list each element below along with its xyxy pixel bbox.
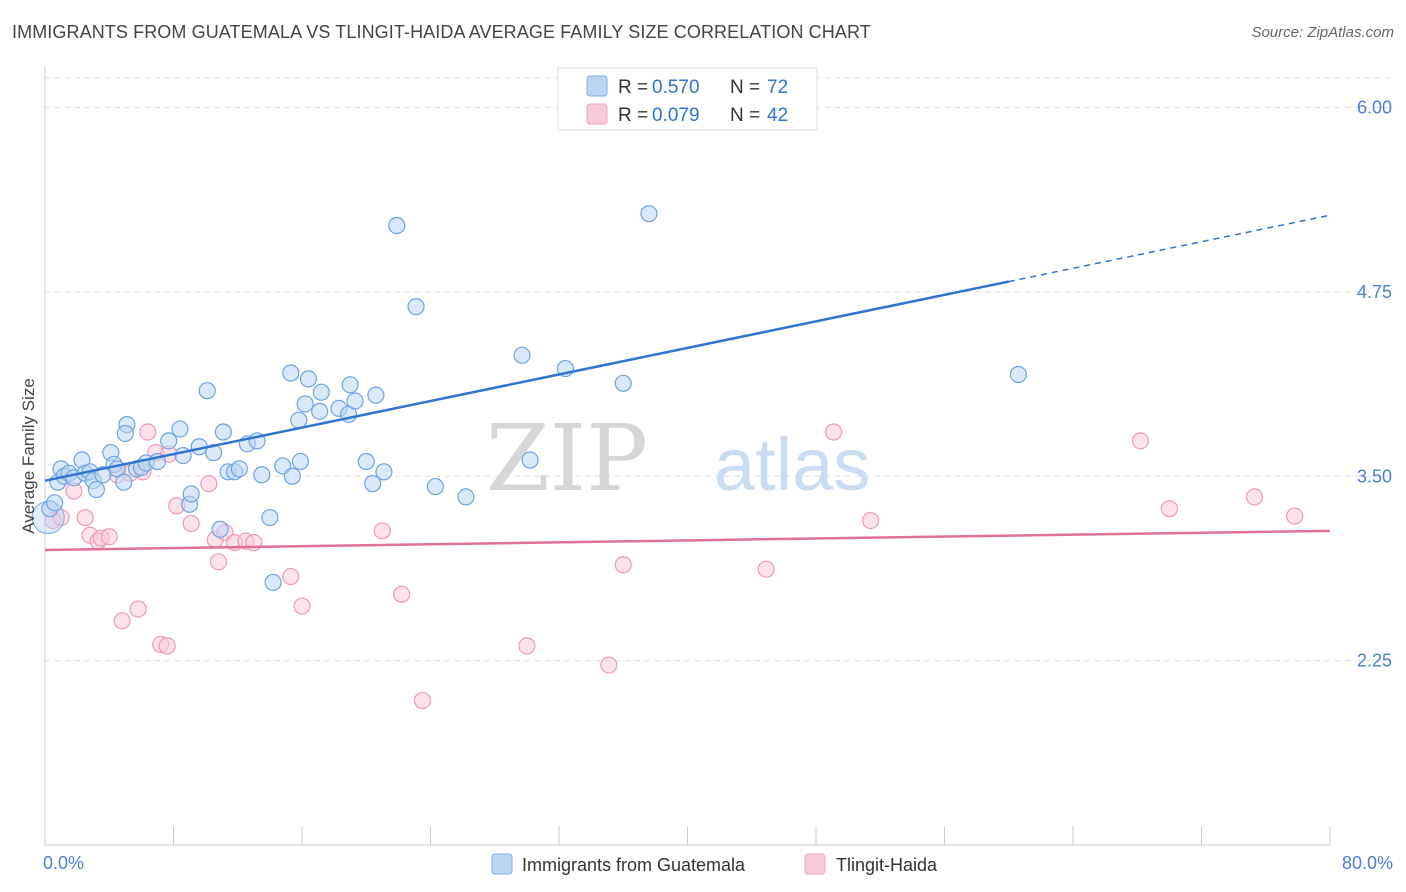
y-axis-label: Average Family Size (19, 378, 38, 534)
point-guatemala (211, 520, 229, 538)
point-guatemala (375, 463, 393, 481)
bottom-legend-label-blue: Immigrants from Guatemala (522, 855, 746, 875)
point-guatemala (367, 386, 385, 404)
y-tick-label: 6.00 (1357, 98, 1392, 118)
point-tlingit-haida (392, 585, 411, 603)
legend-r-value-2: 0.079 (652, 105, 700, 126)
point-guatemala (312, 383, 330, 401)
point-tlingit-haida (1131, 432, 1150, 450)
point-tlingit-haida (209, 553, 228, 571)
legend-n-value-1: 72 (767, 77, 788, 98)
point-tlingit-haida (614, 556, 632, 574)
legend-swatch-pink (586, 103, 608, 125)
point-tlingit-haida (600, 656, 618, 674)
point-tlingit-haida (1245, 488, 1264, 506)
point-guatemala (299, 370, 318, 388)
point-guatemala (261, 508, 279, 527)
point-guatemala (296, 395, 314, 413)
point-guatemala (264, 573, 282, 592)
point-tlingit-haida (245, 534, 263, 552)
point-tlingit-haida (862, 511, 880, 530)
point-guatemala (214, 423, 232, 441)
point-tlingit-haida (1286, 507, 1304, 525)
point-tlingit-haida (1160, 500, 1178, 518)
trend-lines (44, 214, 1331, 552)
point-guatemala (171, 420, 189, 438)
point-guatemala (388, 216, 406, 235)
point-tlingit-haida (518, 637, 536, 655)
point-guatemala (115, 473, 133, 491)
point-tlingit-haida (293, 597, 311, 615)
legend-r-label-2: R = (618, 105, 648, 126)
x-tick-label-min: 0.0% (43, 853, 84, 873)
y-tick-label: 2.25 (1357, 651, 1392, 671)
bottom-legend-label-pink: Tlingit-Haida (836, 855, 938, 875)
watermark-atlas: atlas (714, 423, 870, 506)
legend-r-value-1: 0.570 (652, 77, 700, 98)
point-tlingit-haida (100, 528, 118, 546)
point-tlingit-haida (282, 567, 300, 586)
point-guatemala (160, 432, 178, 450)
legend-n-label-2: N = (730, 105, 760, 126)
point-guatemala (282, 364, 300, 382)
point-guatemala (426, 477, 444, 496)
legend-n-label-1: N = (730, 77, 760, 98)
point-guatemala (513, 346, 531, 364)
point-guatemala (346, 392, 364, 410)
trend-line-tlingit-haida (44, 529, 1331, 552)
chart-source: Source: ZipAtlas.com (1251, 24, 1394, 41)
x-tick-label-max: 80.0% (1342, 853, 1393, 873)
point-guatemala (253, 466, 271, 484)
point-tlingit-haida (139, 423, 157, 441)
watermark-zip: ZIP (486, 405, 648, 512)
point-guatemala (407, 298, 425, 316)
point-tlingit-haida (373, 522, 391, 540)
point-guatemala (311, 402, 329, 420)
point-tlingit-haida (113, 612, 131, 630)
point-tlingit-haida (182, 514, 200, 533)
legend: R = 0.570 N = 72 R = 0.079 N = 42 (557, 67, 818, 131)
y-tick-label: 4.75 (1357, 282, 1392, 302)
point-guatemala (457, 488, 475, 506)
point-guatemala (341, 376, 359, 394)
point-tlingit-haida (129, 600, 147, 618)
chart-title: IMMIGRANTS FROM GUATEMALA VS TLINGIT-HAI… (12, 22, 871, 42)
legend-r-label-1: R = (618, 77, 648, 98)
point-tlingit-haida (413, 691, 432, 710)
point-tlingit-haida (757, 560, 775, 578)
point-guatemala (357, 452, 375, 471)
point-guatemala (182, 485, 200, 503)
point-guatemala (116, 424, 134, 443)
legend-n-value-2: 42 (767, 105, 788, 126)
point-guatemala (283, 467, 301, 485)
point-guatemala (87, 480, 106, 499)
point-guatemala (1009, 365, 1027, 384)
gridlines (45, 77, 1395, 662)
trend-line-guatemala-extension (1008, 214, 1331, 283)
point-tlingit-haida (825, 423, 843, 441)
point-guatemala (640, 205, 658, 223)
axes: 2.25 3.50 4.75 6.00 0.0% 80.0% (43, 66, 1393, 873)
trend-line-guatemala (44, 280, 1010, 482)
point-tlingit-haida (52, 508, 70, 527)
point-guatemala (290, 411, 308, 429)
bottom-legend-swatch-pink (804, 853, 826, 875)
point-tlingit-haida (200, 475, 218, 493)
point-guatemala (291, 452, 309, 471)
point-guatemala (521, 451, 539, 469)
bottom-legend: Immigrants from Guatemala Tlingit-Haida (491, 853, 938, 875)
point-tlingit-haida (158, 637, 176, 655)
point-guatemala (198, 382, 216, 400)
point-guatemala (230, 460, 248, 478)
point-guatemala (364, 475, 382, 493)
legend-swatch-blue (586, 75, 608, 97)
point-guatemala (614, 374, 632, 392)
point-guatemala (46, 494, 64, 512)
y-tick-label: 3.50 (1357, 466, 1392, 486)
series-guatemala (31, 205, 1027, 592)
bottom-legend-swatch-blue (491, 853, 513, 875)
point-tlingit-haida (76, 508, 94, 527)
